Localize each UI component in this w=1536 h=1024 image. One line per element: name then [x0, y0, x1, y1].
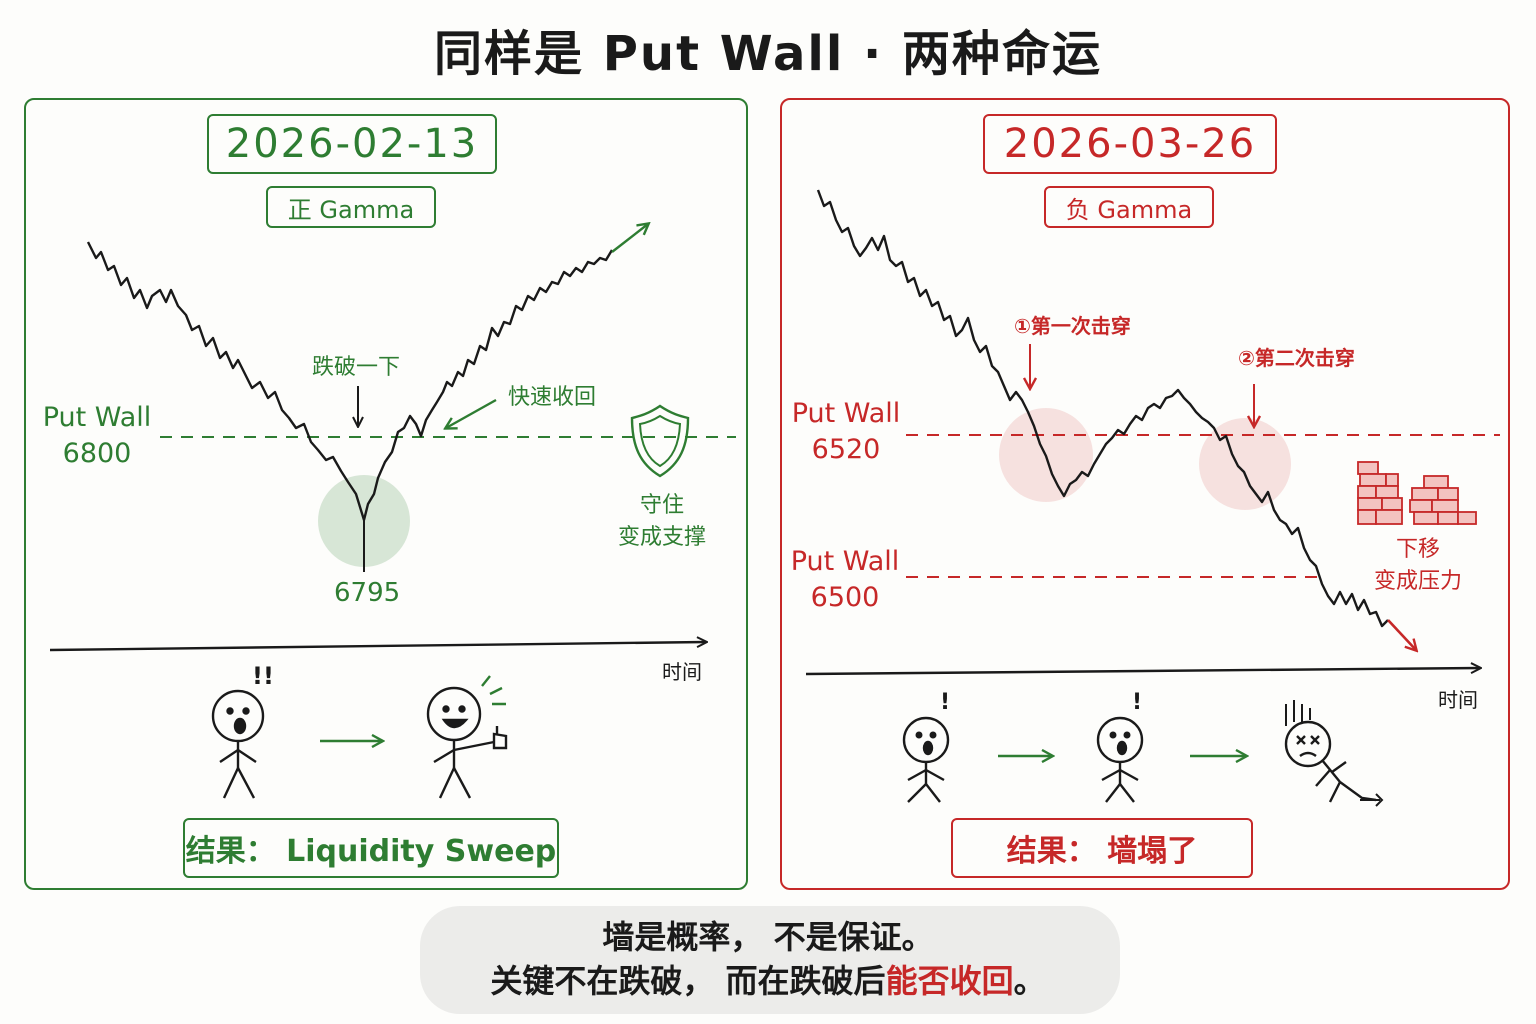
- right-time-axis: [805, 668, 1480, 676]
- hold-line2: 变成支撑: [617, 525, 706, 550]
- hold-label: 守住 变成支撑: [610, 490, 714, 554]
- left-wall-name: Put Wall: [42, 402, 152, 433]
- shift-line2: 变成压力: [1373, 569, 1462, 594]
- break2-highlight: [1199, 418, 1291, 510]
- hold-line1: 守住: [639, 493, 684, 518]
- right-wall1-label: Put Wall 6520: [790, 396, 902, 468]
- left-shock-mark: !!: [252, 662, 274, 690]
- right-shock-mark-2: !: [1132, 690, 1143, 715]
- stick-figure-happy-thumbs-up: [426, 675, 508, 799]
- right-date-box: 2026-03-26: [983, 114, 1277, 174]
- footer-line2-pre: 关键不在跌破， 而在跌破后: [490, 962, 886, 1000]
- right-result-box: 结果： 墙塌了: [951, 818, 1253, 878]
- break2-label: ②第二次击穿: [1238, 346, 1355, 370]
- footer-line2-highlight: 能否收回: [885, 962, 1014, 1000]
- left-time-axis: [49, 642, 706, 652]
- shift-label: 下移 变成压力: [1366, 534, 1470, 598]
- break1-label: ①第一次击穿: [1014, 314, 1131, 338]
- low-value: 6795: [334, 578, 401, 608]
- stick-figure-surprised: [211, 689, 265, 799]
- right-wall2-name: Put Wall: [790, 546, 900, 577]
- stick-figure-surprised: [902, 716, 950, 803]
- recover-label: 快速收回: [508, 385, 597, 410]
- left-time-label: 时间: [662, 660, 702, 684]
- footer-line2-post: 。: [1013, 962, 1046, 1000]
- panel-positive-gamma: [24, 98, 748, 890]
- footer-highlight-strip: [420, 906, 1120, 1014]
- right-wall1-name: Put Wall: [791, 398, 901, 429]
- recover-arrow: [446, 398, 497, 428]
- stick-figure-fallen: [1284, 700, 1384, 807]
- shield-icon: [630, 404, 690, 478]
- right-wall2-value: 6500: [810, 582, 880, 613]
- left-up-arrow: [611, 224, 648, 253]
- left-wall-value: 6800: [62, 438, 132, 469]
- right-gamma-badge: 负 Gamma: [1044, 186, 1214, 228]
- dip-label: 跌破一下: [312, 355, 401, 380]
- main-title: 同样是 Put Wall · 两种命运: [434, 26, 1102, 82]
- right-down-arrow: [1387, 619, 1416, 650]
- left-wall-label: Put Wall 6800: [40, 400, 154, 472]
- left-date-box: 2026-02-13: [207, 114, 497, 174]
- broken-brick-wall-icon: [1357, 461, 1477, 525]
- right-wall1-value: 6520: [811, 434, 881, 465]
- right-wall2-label: Put Wall 6500: [790, 544, 900, 616]
- panel-negative-gamma: [780, 98, 1510, 890]
- left-price-path: [86, 241, 614, 522]
- right-price-path: [816, 189, 1389, 628]
- left-result-box: 结果： Liquidity Sweep: [183, 818, 559, 878]
- right-shock-mark-1: !: [940, 690, 951, 715]
- left-gamma-badge: 正 Gamma: [266, 186, 436, 228]
- right-time-label: 时间: [1438, 688, 1478, 712]
- footer-line1: 墙是概率， 不是保证。: [602, 918, 934, 956]
- shift-line1: 下移: [1395, 537, 1440, 562]
- stick-figure-surprised: [1096, 716, 1144, 803]
- footer-line2: 关键不在跌破， 而在跌破后能否收回。: [0, 956, 1536, 1002]
